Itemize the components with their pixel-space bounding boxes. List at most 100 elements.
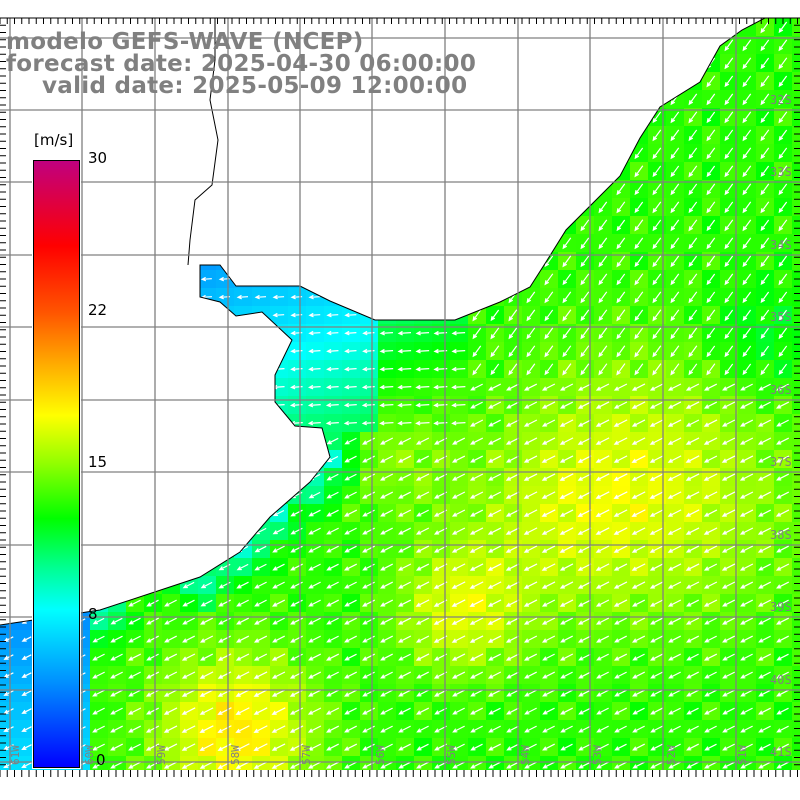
speed-cell <box>486 18 505 37</box>
wind-arrow <box>415 581 430 589</box>
wind-arrow <box>362 743 375 751</box>
wind-arrow <box>778 183 788 196</box>
wind-arrow <box>362 527 375 535</box>
speed-cell <box>90 522 109 541</box>
wind-arrow <box>487 473 502 481</box>
wind-arrow <box>580 255 590 268</box>
wind-arrow <box>308 545 321 553</box>
latitude-label: 32S <box>770 93 792 107</box>
wind-arrow <box>469 599 484 607</box>
speed-cell <box>144 126 163 145</box>
wind-arrow <box>272 617 285 625</box>
speed-cell <box>612 36 631 55</box>
wind-arrow <box>776 635 789 643</box>
wind-arrow <box>487 563 502 571</box>
wind-arrow <box>740 653 753 661</box>
wind-arrow <box>398 725 411 733</box>
wind-arrow <box>740 635 753 643</box>
wind-arrow <box>670 165 680 178</box>
wind-arrow <box>236 617 250 625</box>
speed-cell <box>306 432 325 451</box>
speed-cell <box>198 432 217 451</box>
wind-arrow <box>667 599 682 607</box>
wind-arrow <box>362 689 375 697</box>
wind-arrow <box>670 183 680 196</box>
speed-cell <box>162 522 181 541</box>
wind-arrow <box>505 437 520 445</box>
latitude-label: 38S <box>770 528 792 542</box>
wind-arrow <box>598 291 608 304</box>
wind-arrow <box>577 509 592 517</box>
wind-arrow <box>631 473 646 481</box>
speed-cell <box>234 414 253 433</box>
speed-cell <box>72 126 91 145</box>
wind-arrow <box>668 761 681 769</box>
speed-cell <box>198 504 217 523</box>
speed-cell <box>522 180 541 199</box>
speed-cell <box>342 126 361 145</box>
speed-cell <box>504 54 523 73</box>
wind-arrow <box>595 509 610 517</box>
wind-arrow <box>706 345 716 358</box>
speed-cell <box>288 108 307 127</box>
wind-arrow <box>163 761 178 769</box>
speed-cell <box>234 522 253 541</box>
wind-arrow <box>562 255 572 268</box>
wind-arrow <box>217 743 232 751</box>
speed-cell <box>90 108 109 127</box>
speed-cell <box>252 468 271 487</box>
speed-cell <box>792 324 800 343</box>
wind-arrow <box>379 330 394 336</box>
wind-arrow <box>397 384 412 390</box>
wind-arrow <box>290 509 303 517</box>
speed-cell <box>252 360 271 379</box>
wind-arrow <box>362 509 375 517</box>
wind-arrow <box>760 111 770 124</box>
wind-arrow <box>757 527 772 535</box>
wind-arrow <box>308 312 321 318</box>
wind-arrow <box>740 599 754 607</box>
wind-arrow <box>307 725 322 733</box>
wind-arrow <box>128 725 142 733</box>
speed-cell <box>648 72 667 91</box>
speed-cell <box>594 54 613 73</box>
speed-cell <box>144 288 163 307</box>
latitude-label: 37S <box>770 455 792 469</box>
wind-arrow <box>616 219 626 232</box>
speed-cell <box>324 216 343 235</box>
wind-arrow <box>308 509 321 517</box>
wind-arrow <box>326 527 339 535</box>
wind-arrow <box>703 383 718 391</box>
speed-cell <box>558 36 577 55</box>
wind-arrow <box>451 437 466 445</box>
wind-arrow <box>506 761 519 769</box>
wind-arrow <box>181 761 196 769</box>
wind-arrow <box>776 761 789 769</box>
wind-arrow <box>469 671 484 679</box>
wind-arrow <box>343 384 357 390</box>
wind-arrow <box>164 617 177 625</box>
wind-arrow <box>580 345 590 358</box>
wind-arrow <box>451 330 466 336</box>
wind-arrow <box>724 147 734 160</box>
wind-arrow <box>758 401 771 409</box>
speed-cell <box>288 450 307 469</box>
speed-cell <box>522 216 541 235</box>
wind-arrow <box>778 147 788 160</box>
speed-cell <box>684 18 703 37</box>
wind-arrow <box>760 219 770 232</box>
wind-arrow <box>307 761 322 769</box>
longitude-label: 60W <box>83 745 96 765</box>
wind-arrow <box>631 419 646 427</box>
wind-arrow <box>616 309 626 322</box>
speed-cell <box>270 198 289 217</box>
speed-cell <box>396 306 415 325</box>
speed-cell <box>288 144 307 163</box>
speed-cell <box>0 540 19 559</box>
wind-arrow <box>415 491 430 499</box>
wind-arrow <box>740 671 753 679</box>
speed-cell <box>144 486 163 505</box>
wind-arrow <box>452 689 466 697</box>
wind-arrow <box>776 707 789 715</box>
speed-cell <box>270 162 289 181</box>
